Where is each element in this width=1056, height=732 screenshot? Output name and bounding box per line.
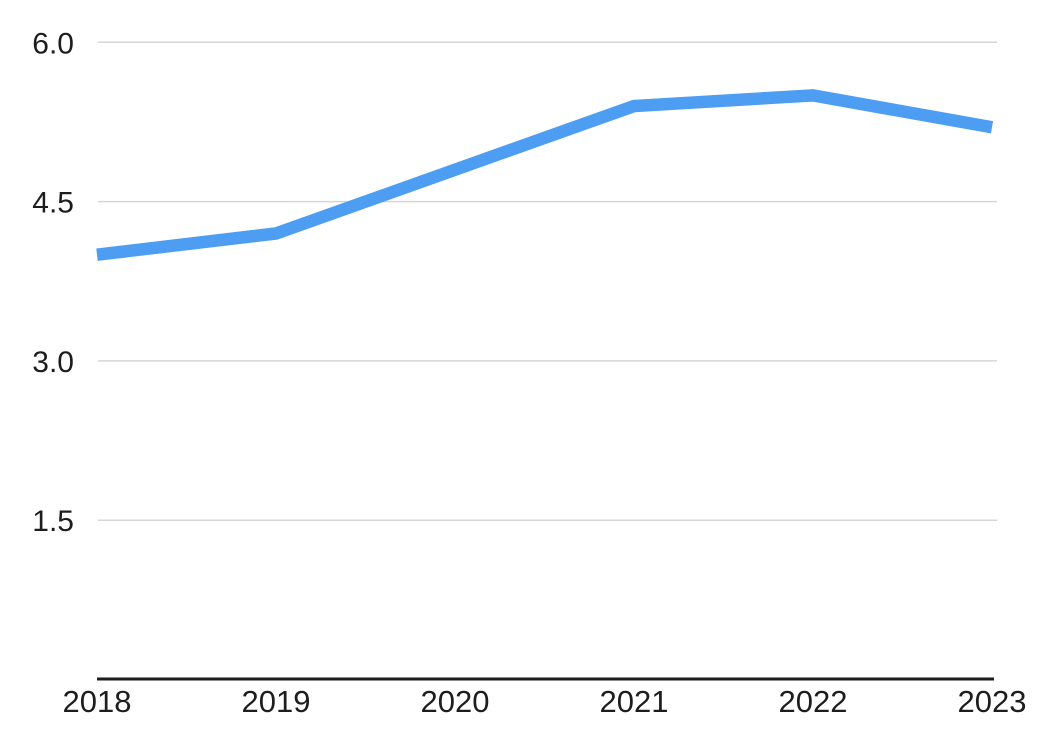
x-axis-tick-labels: 2018 2019 2020 2021 2022 2023 xyxy=(63,684,1027,719)
y-tick-label: 1.5 xyxy=(32,505,74,538)
y-tick-label: 3.0 xyxy=(32,346,74,379)
x-tick-label: 2018 xyxy=(63,684,132,719)
x-tick-label: 2019 xyxy=(242,684,311,719)
data-series-line xyxy=(96,89,994,261)
x-tick-label: 2023 xyxy=(958,684,1027,719)
y-axis-tick-labels: 1.5 3.0 4.5 6.0 xyxy=(32,27,74,538)
x-tick-label: 2021 xyxy=(600,684,669,719)
x-tick-label: 2020 xyxy=(421,684,490,719)
y-tick-label: 6.0 xyxy=(32,27,74,60)
x-tick-label: 2022 xyxy=(779,684,848,719)
gridlines xyxy=(98,41,997,521)
y-tick-label: 4.5 xyxy=(32,187,74,220)
